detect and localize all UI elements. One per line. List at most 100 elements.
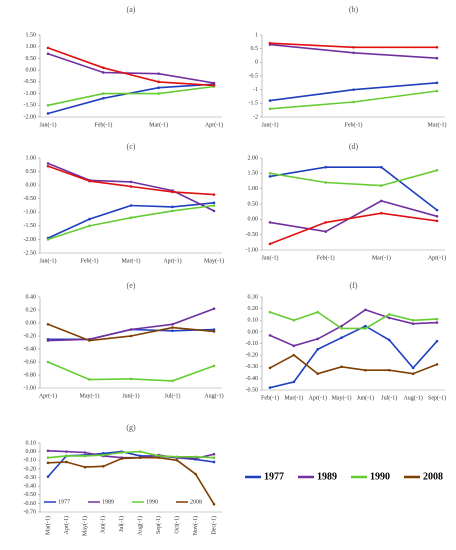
series-line (269, 166, 438, 211)
series-line (269, 169, 438, 187)
point (88, 179, 91, 183)
y-tick-label: -0.50 (24, 492, 37, 498)
point (435, 363, 439, 366)
point (364, 308, 367, 312)
y-tick-label: -0.40 (246, 376, 259, 382)
y-tick-label: -1.50 (24, 223, 37, 229)
x-tick-label: Jul(-1) (118, 516, 125, 532)
x-tick-label: Feb(-1) (94, 121, 112, 128)
legend-label: 1977 (264, 471, 284, 482)
x-tick-label: Apr(-1) (163, 257, 181, 264)
y-tick-label: -1.00 (24, 91, 37, 97)
point (411, 318, 415, 322)
y-tick-label: -1.5 (249, 101, 259, 107)
y-tick-label: -0.50 (24, 196, 37, 202)
point (387, 368, 391, 372)
x-tick-label: Jun(-1) (357, 394, 374, 401)
point (435, 214, 439, 218)
point (435, 219, 439, 223)
point (435, 339, 439, 343)
y-tick-label: -0.20 (24, 466, 37, 472)
point (129, 334, 133, 338)
point (129, 185, 133, 188)
point (340, 327, 343, 330)
legend-label: 1990 (370, 471, 390, 482)
point (46, 112, 50, 115)
point (46, 449, 50, 453)
y-tick-label: -1 (253, 87, 258, 93)
point (88, 224, 91, 228)
point (435, 56, 439, 60)
point (212, 209, 216, 213)
series-line (47, 323, 215, 342)
y-tick-label: -0.70 (24, 509, 37, 515)
point (129, 180, 133, 184)
point (268, 107, 272, 111)
y-tick-label: -0.40 (24, 484, 37, 490)
y-tick-label: 0.10 (248, 318, 259, 324)
x-tick-label: Apr(-1) (63, 516, 70, 534)
y-tick-label: 0.50 (26, 169, 37, 175)
y-tick-label: 2.00 (248, 155, 259, 161)
series-line (47, 83, 215, 115)
point (46, 323, 50, 326)
y-tick-label: -2.00 (24, 114, 37, 120)
point (171, 190, 174, 194)
series-line (47, 85, 215, 107)
point (292, 353, 296, 357)
point (212, 456, 216, 459)
point (352, 100, 355, 104)
y-tick-label: 1.00 (248, 186, 259, 192)
x-tick-label: Nov(-1) (192, 516, 199, 535)
x-tick-label: Apr(-1) (309, 394, 327, 401)
point (435, 89, 439, 93)
x-tick-label: May(-1) (332, 394, 352, 401)
point (268, 366, 272, 370)
y-tick-label: -0.50 (246, 387, 259, 393)
x-tick-label: May(-1) (81, 516, 88, 536)
point (387, 313, 391, 316)
point (380, 211, 383, 215)
x-tick-label: Feb(-1) (317, 254, 335, 261)
point (157, 456, 160, 459)
x-tick-label: Sep(-1) (428, 394, 446, 401)
y-tick-label: 0.20 (248, 306, 259, 312)
y-tick-label: 1.50 (26, 32, 37, 38)
y-tick-label: 1 (255, 32, 258, 38)
point (292, 318, 296, 322)
point (83, 451, 87, 454)
y-tick-label: 0.5 (251, 46, 259, 52)
y-tick-label: -0.60 (24, 359, 37, 365)
point (157, 80, 160, 84)
point (138, 450, 142, 453)
y-tick-label: -1.00 (24, 385, 37, 391)
point (352, 51, 355, 55)
point (46, 162, 50, 165)
series-line (269, 200, 438, 233)
point (46, 475, 50, 478)
y-tick-label: -1.50 (24, 103, 37, 109)
y-tick-label: -0.30 (24, 475, 37, 481)
point (212, 201, 216, 205)
point (364, 324, 367, 328)
point (435, 168, 439, 172)
y-tick-label: -0.20 (24, 333, 37, 339)
panel-title: (a) (127, 5, 136, 14)
point (102, 96, 105, 100)
y-tick-label: -0.10 (24, 458, 37, 464)
x-tick-label: Feb(-1) (261, 394, 279, 401)
point (435, 46, 439, 49)
point (324, 165, 327, 169)
point (316, 337, 320, 341)
y-tick-label: -2 (253, 114, 258, 120)
y-tick-label: 0.00 (26, 183, 37, 189)
point (411, 372, 415, 376)
series-line (269, 325, 438, 389)
x-tick-label: Apr(-1) (39, 392, 57, 399)
point (46, 46, 50, 50)
legend-label: 2008 (423, 471, 443, 482)
y-tick-label: 1.00 (26, 155, 37, 161)
x-tick-label: Feb(-1) (81, 257, 99, 264)
x-tick-label: Jan(-1) (40, 257, 57, 264)
y-tick-label: 1.50 (248, 171, 259, 177)
